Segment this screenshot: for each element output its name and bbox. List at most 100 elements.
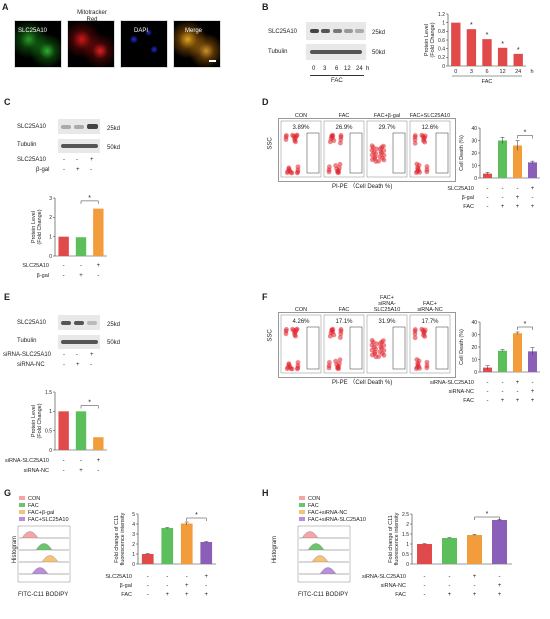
legend-label: FAC+β-gal (28, 510, 54, 516)
condition-sign: - (80, 263, 82, 269)
blot-kd-25: 25kd (107, 126, 121, 132)
x-tick-label: 0 (454, 69, 457, 75)
bar (513, 333, 522, 372)
row-label: siRNA-SLC25A10 (3, 352, 52, 358)
y-tick-label: 20 (471, 345, 477, 351)
significance-star: * (88, 195, 91, 202)
flow-event (337, 357, 343, 363)
cond: - (63, 362, 65, 368)
condition-label: SLC25A10 (22, 263, 49, 269)
bar (513, 145, 522, 178)
legend-swatch (299, 503, 305, 507)
flow-gate (392, 132, 406, 174)
significance-star: * (524, 321, 527, 328)
y-tick-label: 1 (406, 542, 409, 548)
flow-event (293, 333, 298, 339)
blot-band (344, 29, 353, 33)
legend-swatch (19, 517, 25, 521)
blot-band (61, 340, 98, 344)
y-tick-label: 3 (49, 196, 52, 202)
legend-label: FAC (308, 503, 319, 509)
y-axis-label: (Fold Change) (37, 403, 43, 438)
cond: - (90, 167, 92, 173)
label-merge: Merge (185, 28, 203, 34)
condition-sign: - (532, 195, 534, 201)
hist-xlabel: FITC-C11 BODIPY (298, 592, 349, 598)
condition-sign: - (532, 380, 534, 386)
condition-sign: - (80, 458, 82, 464)
condition-label: β-gal (462, 195, 474, 201)
gate-percent: 17.1% (335, 319, 353, 325)
flow-event (379, 339, 385, 345)
y-tick-label: 5 (132, 512, 135, 518)
condition-sign: - (63, 458, 65, 464)
condition-sign: - (517, 186, 519, 192)
x-unit: h (530, 69, 533, 75)
bar (483, 367, 492, 372)
blot-strip-tubulin (306, 44, 366, 60)
significance-star: * (195, 512, 198, 519)
cond: + (76, 167, 80, 173)
condition-sign: + (165, 592, 169, 598)
y-axis-label: (Fold Change) (430, 22, 436, 57)
bar (451, 22, 461, 67)
y-tick-label: 0 (49, 254, 52, 260)
lane-0: 0 (312, 66, 316, 72)
treatment-label: FAC (331, 78, 343, 84)
sample-name: SLC25A10 (374, 307, 401, 313)
condition-sign: - (166, 574, 168, 580)
condition-sign: - (487, 380, 489, 386)
bar (75, 411, 87, 450)
x-tick-label: 6 (485, 69, 488, 75)
condition-label: SLC25A10 (447, 186, 474, 192)
legend-swatch (19, 510, 25, 514)
condition-sign: - (487, 195, 489, 201)
condition-sign: + (97, 458, 101, 464)
y-tick-label: 1 (49, 409, 52, 415)
panel-label-g: G (4, 488, 12, 498)
condition-label: siRNA-SLC25A10 (430, 380, 474, 386)
blot-strip-tubulin (58, 335, 100, 349)
x-tick-label: 24 (515, 69, 521, 75)
y-tick-label: 0 (406, 562, 409, 568)
hist-xlabel: FITC-C11 BODIPY (18, 592, 69, 598)
micrograph-slc25a10 (14, 20, 62, 68)
condition-sign: - (499, 574, 501, 580)
flow-event (295, 164, 301, 170)
cond: + (90, 352, 94, 358)
blot-strip-target (58, 315, 100, 330)
condition-sign: - (502, 195, 504, 201)
condition-sign: + (516, 204, 520, 210)
significance-star: * (486, 511, 489, 518)
blot-kd-50: 50kd (107, 340, 121, 346)
gate-percent: 26.9% (335, 125, 353, 131)
condition-sign: - (166, 583, 168, 589)
x-tick-label: 3 (470, 69, 473, 75)
flow-event (373, 159, 379, 164)
y-axis-label: fluorescence intensity (120, 512, 126, 565)
condition-sign: + (204, 592, 208, 598)
cond: - (63, 352, 65, 358)
blot-label-tubulin: Tubulin (17, 338, 37, 344)
flow-event (424, 359, 430, 365)
micrograph-mitotracker (67, 20, 115, 68)
condition-sign: - (63, 263, 65, 269)
flow-gate (435, 326, 449, 370)
legend-swatch (19, 503, 25, 507)
legend-swatch (299, 496, 305, 500)
cond: - (63, 167, 65, 173)
bar (528, 162, 537, 178)
histogram-peak (299, 531, 349, 539)
sample-name: siRNA-NC (417, 307, 442, 313)
condition-sign: - (487, 186, 489, 192)
condition-label: siRNA-SLC25A10 (362, 574, 406, 580)
blot-label-tubulin: Tubulin (268, 49, 288, 55)
lane-3: 3 (323, 66, 327, 72)
blot-label-slc25a10: SLC25A10 (17, 320, 47, 326)
bar (482, 39, 492, 66)
cond: + (90, 157, 94, 163)
cond: - (76, 157, 78, 163)
sample-name: FAC+ (380, 295, 394, 301)
condition-label: β-gal (120, 583, 132, 589)
flow-event (338, 133, 344, 138)
